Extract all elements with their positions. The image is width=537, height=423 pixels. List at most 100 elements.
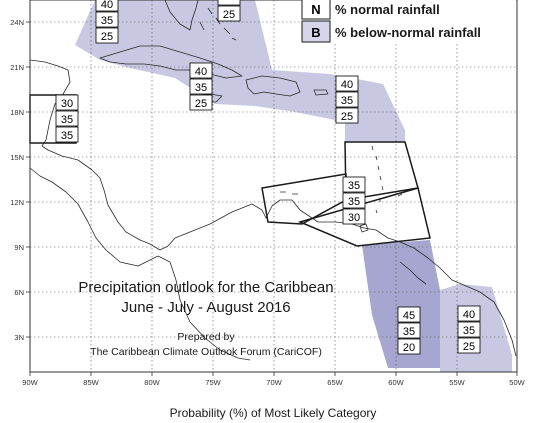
prob-below: 25 bbox=[223, 9, 235, 21]
prob-box-belize: 30 35 35 bbox=[55, 94, 79, 143]
prob-below: 30 bbox=[348, 212, 360, 224]
prob-cell bbox=[217, 0, 241, 6]
legend-swatch-below bbox=[301, 20, 331, 43]
prob-cell bbox=[457, 321, 481, 338]
prob-cell bbox=[342, 192, 366, 209]
prob-normal: 35 bbox=[463, 325, 475, 337]
map-subtitle: June - July - August 2016 bbox=[121, 299, 290, 316]
prob-cell bbox=[95, 11, 119, 28]
prob-normal: 35 bbox=[101, 15, 113, 27]
prob-box-cuba-jamaica: 40 35 25 bbox=[189, 62, 213, 111]
coast-florida bbox=[164, 0, 199, 31]
outline-southern-caribbean bbox=[297, 187, 431, 247]
coast-yucatan bbox=[29, 59, 71, 147]
legend-letter-normal: N bbox=[311, 2, 320, 17]
lon-label: 75W bbox=[205, 378, 221, 387]
coast-cuba bbox=[99, 45, 243, 79]
lat-label: 18N bbox=[10, 108, 24, 117]
lon-label: 70W bbox=[266, 378, 282, 387]
lon-label: 50W bbox=[509, 378, 525, 387]
map-frame bbox=[29, 0, 518, 373]
lon-label: 60W bbox=[388, 378, 404, 387]
prob-cell bbox=[189, 94, 213, 111]
latitude-labels: 24N 21N 18N 15N 12N 9N 6N 3N bbox=[10, 18, 24, 342]
prob-cell bbox=[397, 338, 421, 355]
prob-cell bbox=[95, 0, 119, 12]
lat-label: 15N bbox=[10, 153, 24, 162]
tick-marks bbox=[26, 21, 518, 376]
legend-swatch-normal bbox=[301, 0, 331, 20]
prob-normal: 35 bbox=[61, 114, 73, 126]
prob-cell bbox=[342, 208, 366, 225]
legend-letter-below: B bbox=[311, 25, 320, 40]
legend-background bbox=[302, 0, 516, 44]
prob-box-northern-brazil: 40 35 25 bbox=[457, 305, 481, 354]
prob-normal: 35 bbox=[195, 82, 207, 94]
prob-cell bbox=[55, 110, 79, 127]
coast-hispaniola bbox=[245, 75, 301, 97]
region-guianas-shading bbox=[362, 240, 440, 368]
outline-central-caribbean bbox=[261, 173, 347, 225]
coast-puerto-rico bbox=[313, 89, 329, 96]
coast-northern-south-america bbox=[174, 199, 517, 357]
legend-label-below: % below-normal rainfall bbox=[335, 25, 481, 40]
map-title: Precipitation outlook for the Caribbean bbox=[78, 279, 333, 296]
prob-below: 25 bbox=[341, 111, 353, 123]
prob-box-guyana: 45 35 20 bbox=[397, 306, 421, 355]
prob-cell bbox=[342, 176, 366, 193]
coast-lesser-antilles bbox=[371, 145, 403, 214]
prob-cell bbox=[335, 91, 359, 108]
prob-cell bbox=[335, 75, 359, 92]
prob-below: 35 bbox=[61, 130, 73, 142]
prob-above: 40 bbox=[341, 79, 353, 91]
prob-cell bbox=[55, 126, 79, 143]
prob-cell bbox=[457, 305, 481, 322]
prob-box-eastern-caribbean: 40 35 25 bbox=[335, 75, 359, 124]
lat-label: 6N bbox=[14, 288, 24, 297]
prob-cell bbox=[189, 62, 213, 79]
prob-cell bbox=[397, 322, 421, 339]
lon-label: 85W bbox=[83, 378, 99, 387]
prob-cell bbox=[55, 94, 79, 111]
coast-central-america-pacific bbox=[29, 167, 251, 361]
lon-label: 65W bbox=[327, 378, 343, 387]
lon-label: 55W bbox=[449, 378, 465, 387]
prob-cell bbox=[95, 27, 119, 44]
forum-label: The Caribbean Climate Outlook Forum (Car… bbox=[90, 346, 322, 358]
coastlines bbox=[29, 0, 517, 361]
lat-label: 21N bbox=[10, 63, 24, 72]
prob-above: 45 bbox=[403, 310, 415, 322]
prob-below: 20 bbox=[403, 342, 415, 354]
prob-cell bbox=[397, 306, 421, 323]
lat-label: 3N bbox=[14, 333, 24, 342]
prob-above: 30 bbox=[61, 98, 73, 110]
lon-label: 80W bbox=[144, 378, 160, 387]
coast-abc-islands bbox=[280, 191, 369, 233]
prob-box-lesser-antilles-south: 35 35 30 bbox=[342, 176, 366, 225]
prob-below: 25 bbox=[463, 341, 475, 353]
figure-caption: Probability (%) of Most Likely Category bbox=[170, 406, 377, 420]
prob-normal: 35 bbox=[403, 326, 415, 338]
lat-label: 9N bbox=[14, 243, 24, 252]
prob-above: 35 bbox=[348, 180, 360, 192]
prob-box-bahamas-east: 25 bbox=[217, 0, 241, 22]
prob-cell bbox=[217, 5, 241, 22]
lon-label: 90W bbox=[22, 378, 38, 387]
legend-label-normal: % normal rainfall bbox=[335, 2, 440, 17]
prob-cell bbox=[189, 78, 213, 95]
prob-normal: 35 bbox=[348, 196, 360, 208]
lat-label: 24N bbox=[10, 18, 24, 27]
prob-box-bahamas-top: 40 35 25 bbox=[95, 0, 119, 44]
prob-above: 40 bbox=[101, 0, 113, 11]
legend: N % normal rainfall B % below-normal rai… bbox=[301, 0, 516, 44]
coast-central-america bbox=[41, 145, 176, 251]
prob-above: 40 bbox=[463, 309, 475, 321]
prob-above: 40 bbox=[195, 66, 207, 78]
longitude-labels: 90W 85W 80W 75W 70W 65W 60W 55W 50W bbox=[22, 378, 525, 387]
lat-label: 12N bbox=[10, 198, 24, 207]
prepared-by-label: Prepared by bbox=[177, 331, 235, 343]
region-bahamas-cuba-shading bbox=[75, 0, 405, 142]
prob-cell bbox=[457, 337, 481, 354]
prob-normal: 35 bbox=[341, 95, 353, 107]
